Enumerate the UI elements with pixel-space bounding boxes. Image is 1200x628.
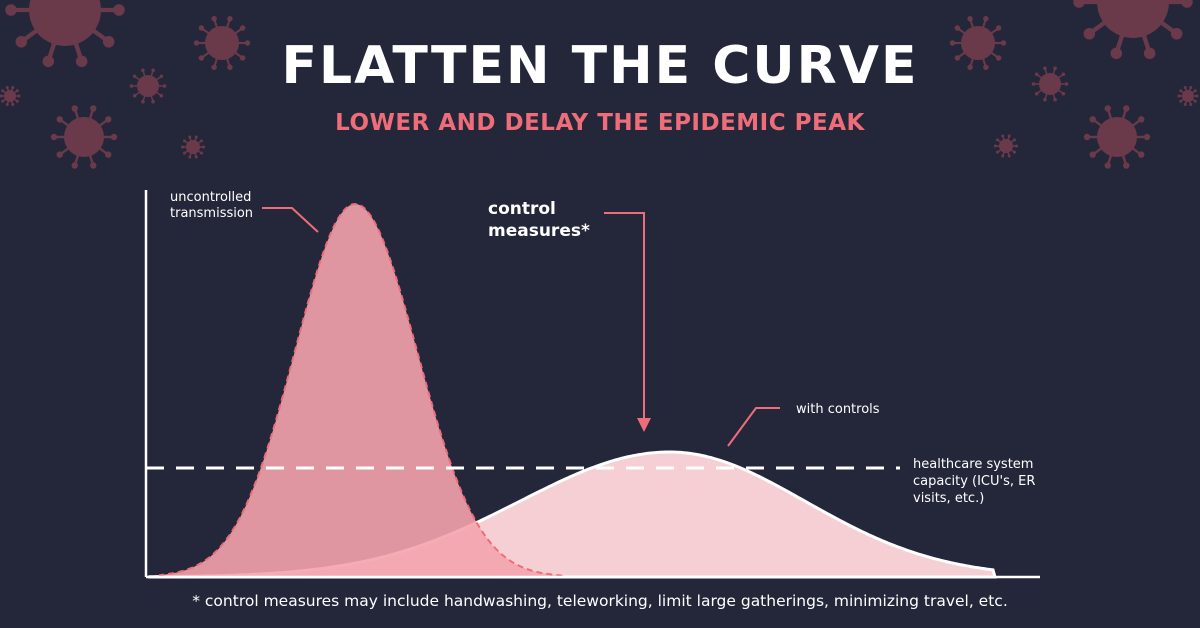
control-measures-label-line1: control xyxy=(488,199,556,219)
virus-icon xyxy=(1073,0,1193,60)
virus-icon xyxy=(193,16,251,70)
virus-icon xyxy=(50,105,118,169)
virus-icon xyxy=(129,68,167,104)
uncontrolled-label-line2: transmission xyxy=(170,206,253,221)
with-controls-leader xyxy=(727,407,780,447)
capacity-label-line1: healthcare system xyxy=(913,457,1033,472)
virus-icon xyxy=(5,0,125,68)
virus-icon xyxy=(949,16,1007,70)
page-subtitle: LOWER AND DELAY THE EPIDEMIC PEAK xyxy=(335,110,865,136)
control-measures-arrowhead xyxy=(637,418,651,432)
uncontrolled-label-line1: uncontrolled xyxy=(170,190,251,205)
capacity-label-line2: capacity (ICU's, ER xyxy=(913,474,1035,489)
virus-icon xyxy=(181,135,205,159)
virus-icon xyxy=(1177,85,1199,107)
control-measures-label-line2: measures* xyxy=(488,221,590,241)
virus-icon xyxy=(994,134,1018,158)
capacity-label-line3: visits, etc.) xyxy=(913,491,984,506)
virus-icons xyxy=(0,0,1199,169)
virus-icon xyxy=(0,85,21,107)
virus-icon xyxy=(1083,105,1151,169)
virus-icon xyxy=(1031,66,1069,102)
control-measures-arrow-line xyxy=(604,212,645,420)
footnote: * control measures may include handwashi… xyxy=(192,592,1008,610)
uncontrolled-leader xyxy=(262,207,319,233)
uncontrolled-curve-area xyxy=(159,202,569,578)
with-controls-label: with controls xyxy=(796,402,880,417)
page-title: FLATTEN THE CURVE xyxy=(281,36,919,96)
